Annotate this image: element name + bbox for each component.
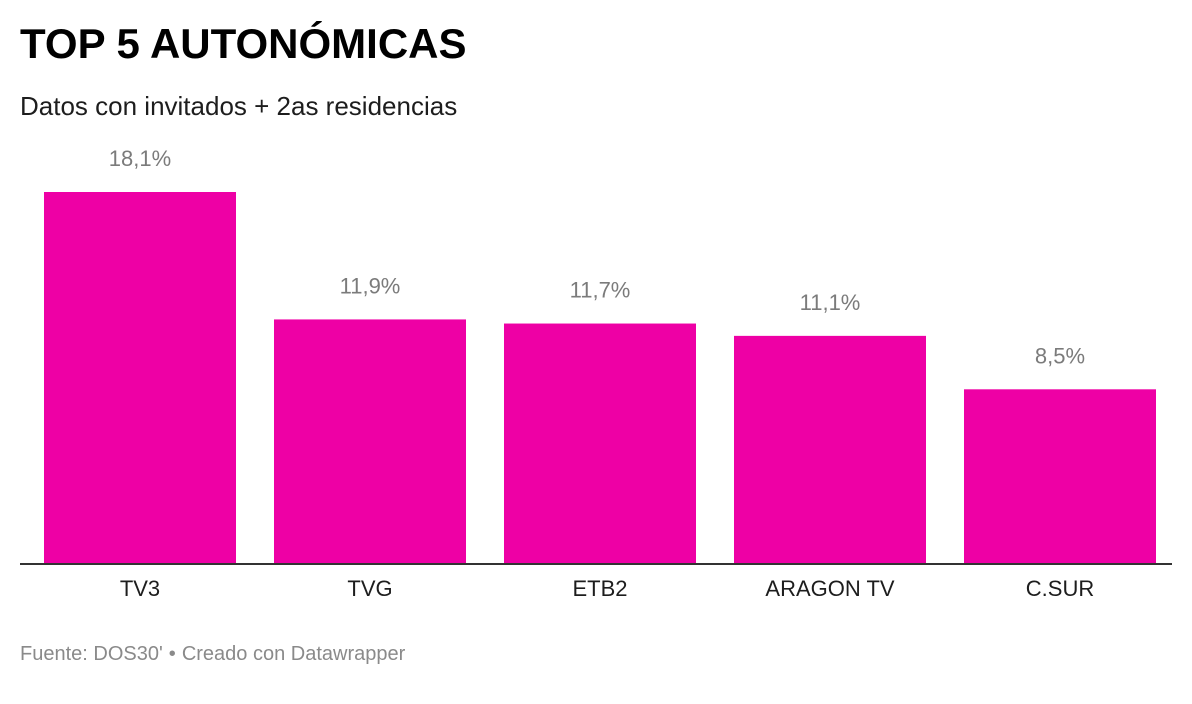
category-label: ARAGON TV bbox=[765, 576, 895, 601]
credit-note: Creado con Datawrapper bbox=[181, 643, 406, 665]
bar-tvg bbox=[274, 319, 466, 564]
value-label: 8,5% bbox=[1035, 343, 1085, 368]
value-label: 11,1% bbox=[800, 290, 861, 315]
source-note: Fuente: DOS30' bbox=[20, 643, 163, 665]
category-label: C.SUR bbox=[1026, 576, 1094, 601]
category-label: TV3 bbox=[120, 576, 160, 601]
chart-footer: Fuente: DOS30' • Creado con Datawrapper bbox=[20, 641, 405, 667]
value-label: 18,1% bbox=[109, 146, 171, 171]
bar-aragon-tv bbox=[734, 335, 926, 564]
value-label: 11,9% bbox=[340, 273, 401, 298]
value-label: 11,7% bbox=[570, 278, 631, 303]
bar-c-sur bbox=[964, 389, 1156, 564]
footer-separator: • bbox=[168, 643, 176, 665]
bar-etb2 bbox=[504, 323, 696, 564]
bar-tv3 bbox=[44, 192, 236, 564]
category-label: TVG bbox=[347, 576, 392, 601]
chart-subtitle: Datos con invitados + 2as residencias bbox=[20, 91, 458, 121]
category-label: ETB2 bbox=[572, 576, 627, 601]
chart-title: TOP 5 AUTONÓMICAS bbox=[20, 20, 467, 67]
